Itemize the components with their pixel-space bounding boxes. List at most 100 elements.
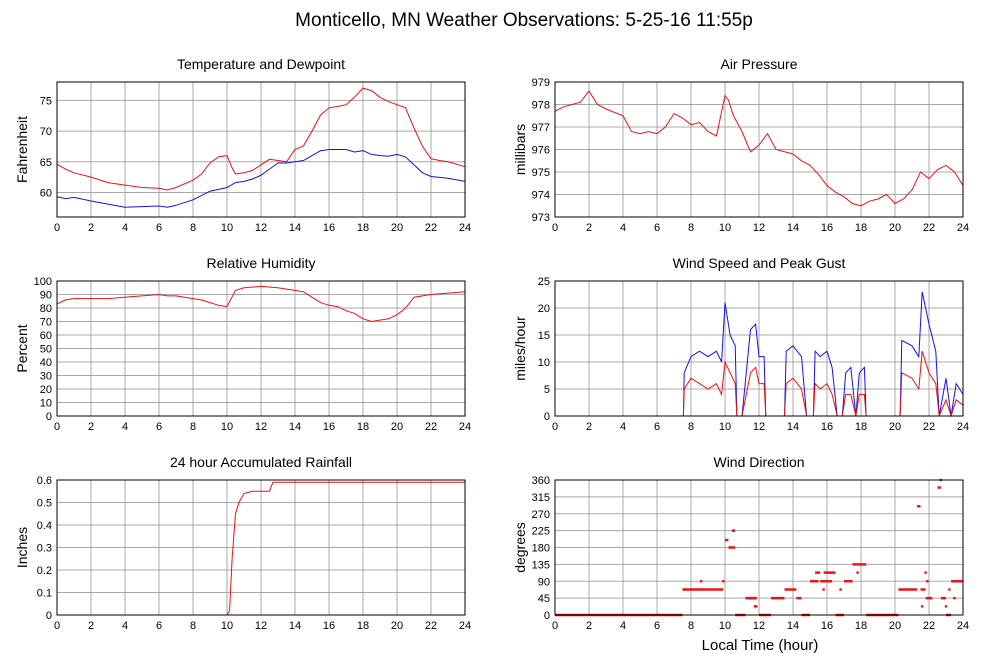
- y-tick-label: 0.3: [37, 543, 52, 555]
- direction-point: [856, 571, 859, 574]
- y-tick-label: 0.5: [37, 498, 52, 510]
- panel-title: Relative Humidity: [207, 255, 316, 271]
- y-tick-label: 60: [40, 187, 52, 199]
- x-tick-label: 20: [391, 620, 403, 632]
- series-line: [56, 87, 466, 191]
- y-tick-label: 360: [532, 475, 550, 487]
- x-tick-label: 10: [719, 620, 731, 632]
- x-tick-label: 14: [787, 222, 799, 234]
- x-tick-label: 6: [654, 620, 660, 632]
- y-tick-label: 225: [532, 526, 550, 538]
- y-tick-label: 135: [532, 559, 550, 571]
- y-tick-label: 978: [532, 100, 550, 112]
- y-tick-label: 0: [544, 610, 550, 622]
- x-tick-label: 8: [688, 620, 694, 632]
- x-tick-label: 20: [889, 222, 901, 234]
- series-line: [555, 291, 964, 417]
- chart-panel: 0 2 4 6 8 10 12 14 16 18 20 22 2400.10.20.30.40.50.6…: [14, 454, 471, 632]
- figure-title: Monticello, MN Weather Observations: 5-2…: [295, 10, 753, 31]
- y-tick-label: 0: [46, 411, 52, 423]
- y-tick-label: 50: [40, 344, 52, 356]
- y-tick-label: 90: [538, 576, 550, 588]
- y-tick-label: 5: [544, 384, 550, 396]
- x-tick-label: 22: [425, 421, 437, 433]
- y-tick-label: 180: [532, 543, 550, 555]
- direction-point: [749, 596, 752, 600]
- x-tick-label: 2: [88, 222, 94, 234]
- x-tick-label: 12: [255, 620, 267, 632]
- x-tick-label: 18: [357, 222, 369, 234]
- x-tick-label: 14: [787, 421, 799, 433]
- direction-point: [722, 580, 725, 583]
- x-tick-label: 18: [855, 222, 867, 234]
- x-tick-label: 20: [889, 620, 901, 632]
- x-tick-label: 2: [88, 421, 94, 433]
- x-tick-label: 4: [620, 421, 626, 433]
- x-tick-label: 16: [323, 421, 335, 433]
- chart-panel: 0 2 4 6 8 10 12 14 16 18 20 22 240102030405060708090…: [14, 255, 471, 433]
- x-tick-label: 14: [787, 620, 799, 632]
- direction-point: [924, 571, 927, 574]
- panel-title: Temperature and Dewpoint: [177, 56, 345, 72]
- y-tick-label: 100: [34, 276, 52, 288]
- x-tick-label: 14: [289, 222, 301, 234]
- y-tick-label: 0: [544, 411, 550, 423]
- x-tick-label: 6: [156, 620, 162, 632]
- x-axis-label: Local Time (hour): [702, 637, 819, 654]
- x-tick-label: 0: [552, 421, 558, 433]
- y-tick-label: 20: [40, 384, 52, 396]
- x-tick-label: 12: [255, 222, 267, 234]
- y-axis-label: Inches: [14, 527, 30, 568]
- y-tick-label: 0.2: [37, 565, 52, 577]
- x-tick-label: 18: [855, 620, 867, 632]
- x-tick-label: 20: [889, 421, 901, 433]
- direction-point: [953, 596, 956, 600]
- x-tick-label: 6: [654, 421, 660, 433]
- x-tick-label: 4: [122, 222, 128, 234]
- x-tick-label: 12: [255, 421, 267, 433]
- x-tick-label: 20: [391, 222, 403, 234]
- x-tick-label: 12: [753, 620, 765, 632]
- direction-point: [921, 605, 924, 608]
- x-tick-label: 6: [156, 222, 162, 234]
- x-tick-label: 10: [221, 222, 233, 234]
- y-tick-label: 974: [532, 190, 550, 202]
- y-tick-label: 270: [532, 509, 550, 521]
- y-tick-label: 0: [46, 610, 52, 622]
- y-tick-label: 977: [532, 122, 550, 134]
- x-tick-label: 14: [289, 620, 301, 632]
- y-axis-label: millibars: [512, 124, 528, 175]
- panel-title: Air Pressure: [720, 56, 797, 72]
- series-line: [554, 90, 964, 207]
- x-tick-label: 0: [552, 620, 558, 632]
- direction-point: [754, 596, 757, 600]
- plot-frame: [56, 479, 466, 616]
- y-axis-label: miles/hour: [512, 316, 528, 381]
- chart-panel: 0 2 4 6 8 10 12 14 16 18 20 22 240459013518022527031…: [512, 454, 969, 632]
- x-tick-label: 10: [221, 421, 233, 433]
- x-tick-label: 16: [323, 222, 335, 234]
- x-tick-label: 10: [221, 620, 233, 632]
- x-tick-label: 18: [357, 421, 369, 433]
- chart-panel: 0 2 4 6 8 10 12 14 16 18 20 22 249739749759769779789…: [512, 56, 969, 234]
- y-tick-label: 10: [538, 357, 550, 369]
- y-tick-label: 30: [40, 371, 52, 383]
- x-tick-label: 10: [719, 222, 731, 234]
- x-tick-label: 2: [88, 620, 94, 632]
- direction-point: [948, 588, 951, 591]
- x-tick-label: 4: [122, 620, 128, 632]
- x-tick-label: 8: [688, 421, 694, 433]
- series-line: [56, 149, 466, 208]
- x-tick-label: 22: [923, 421, 935, 433]
- x-tick-label: 0: [54, 620, 60, 632]
- y-axis-label: Fahrenheit: [14, 116, 30, 183]
- direction-point: [926, 580, 929, 583]
- y-tick-label: 0.6: [37, 475, 52, 487]
- y-tick-label: 979: [532, 77, 550, 89]
- plot-frame: [554, 81, 964, 218]
- panel-title: Wind Speed and Peak Gust: [673, 255, 846, 271]
- x-tick-label: 12: [753, 222, 765, 234]
- x-tick-label: 16: [821, 620, 833, 632]
- x-tick-label: 4: [620, 620, 626, 632]
